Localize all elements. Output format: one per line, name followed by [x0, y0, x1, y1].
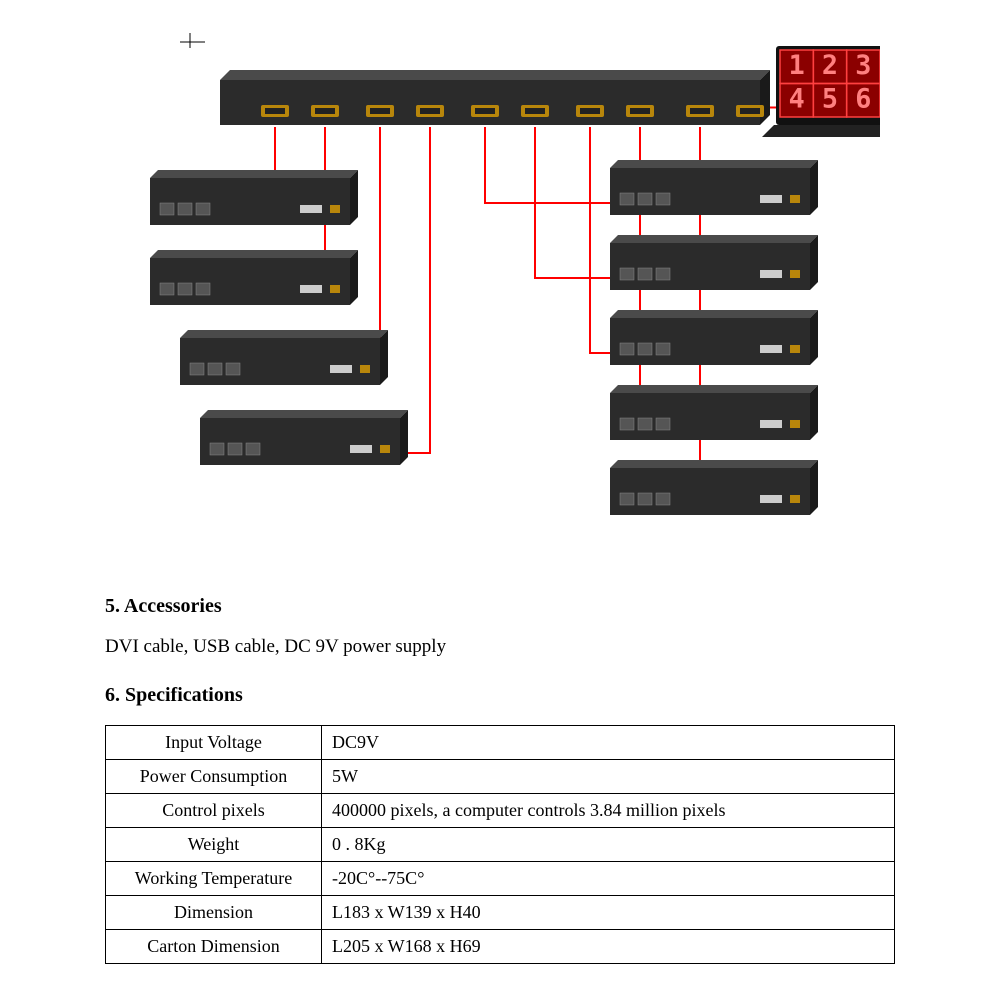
table-row: Working Temperature-20C°--75C°: [106, 862, 895, 896]
svg-text:6: 6: [855, 84, 871, 115]
spec-label: Control pixels: [106, 794, 322, 828]
accessories-heading: 5. Accessories: [105, 595, 895, 618]
document-content: 5. Accessories DVI cable, USB cable, DC …: [105, 585, 895, 964]
table-row: DimensionL183 x W139 x H40: [106, 896, 895, 930]
spec-value: 400000 pixels, a computer controls 3.84 …: [322, 794, 895, 828]
table-row: Input VoltageDC9V: [106, 726, 895, 760]
spec-value: L183 x W139 x H40: [322, 896, 895, 930]
table-row: Weight0 . 8Kg: [106, 828, 895, 862]
specifications-heading: 6. Specifications: [105, 684, 895, 707]
table-row: Power Consumption5W: [106, 760, 895, 794]
table-row: Carton DimensionL205 x W168 x H69: [106, 930, 895, 964]
connection-diagram: 123 456: [120, 30, 880, 540]
table-row: Control pixels400000 pixels, a computer …: [106, 794, 895, 828]
spec-value: 0 . 8Kg: [322, 828, 895, 862]
spec-label: Power Consumption: [106, 760, 322, 794]
spec-label: Carton Dimension: [106, 930, 322, 964]
spec-value: -20C°--75C°: [322, 862, 895, 896]
spec-label: Weight: [106, 828, 322, 862]
spec-value: L205 x W168 x H69: [322, 930, 895, 964]
diagram-svg: 123 456: [120, 30, 880, 550]
svg-text:1: 1: [789, 50, 805, 81]
spec-value: 5W: [322, 760, 895, 794]
spec-value: DC9V: [322, 726, 895, 760]
spec-label: Working Temperature: [106, 862, 322, 896]
svg-text:4: 4: [789, 84, 805, 115]
specifications-table: Input VoltageDC9VPower Consumption5WCont…: [105, 725, 895, 964]
svg-text:2: 2: [822, 50, 838, 81]
accessories-body: DVI cable, USB cable, DC 9V power supply: [105, 636, 895, 658]
svg-text:3: 3: [855, 50, 871, 81]
spec-label: Dimension: [106, 896, 322, 930]
spec-label: Input Voltage: [106, 726, 322, 760]
svg-text:5: 5: [822, 84, 838, 115]
